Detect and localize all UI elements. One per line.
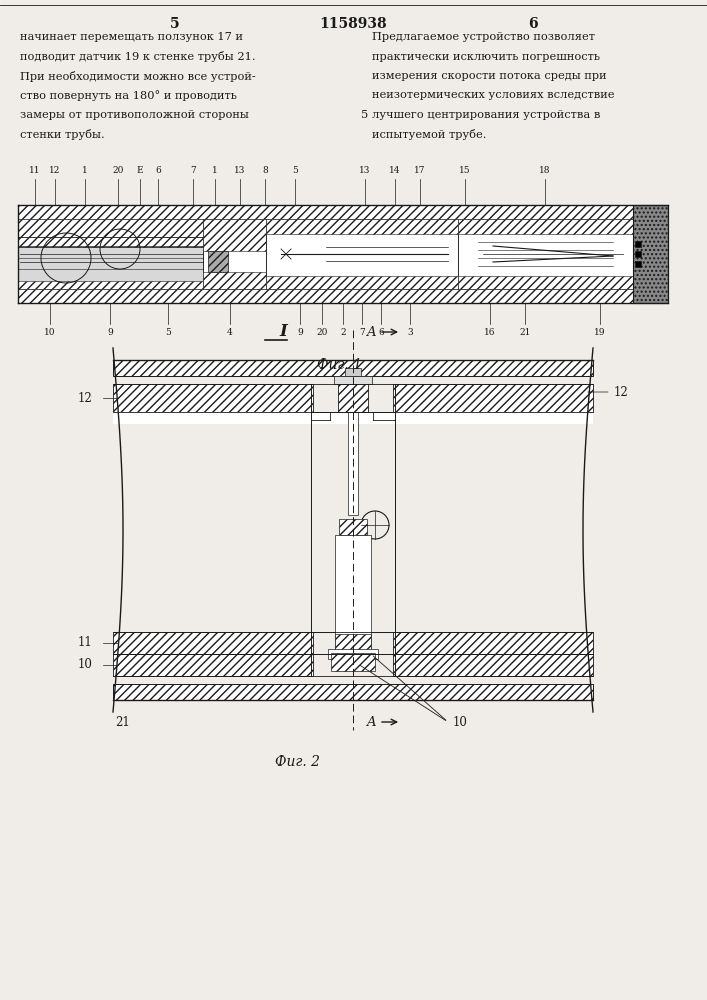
Bar: [203, 219, 266, 250]
Bar: [266, 219, 458, 234]
Text: 7: 7: [359, 328, 365, 337]
Bar: [18, 205, 668, 219]
Bar: [331, 653, 375, 671]
Bar: [458, 276, 633, 289]
Text: 10: 10: [453, 716, 468, 728]
Text: Фиг. 1: Фиг. 1: [317, 358, 363, 372]
Bar: [113, 360, 593, 376]
Text: 2: 2: [340, 328, 346, 337]
Text: 13: 13: [359, 166, 370, 175]
Bar: [328, 649, 378, 659]
Text: 4: 4: [227, 328, 233, 337]
Text: A: A: [366, 326, 376, 338]
Bar: [113, 412, 593, 424]
Text: 21: 21: [116, 716, 130, 728]
Text: 11: 11: [78, 637, 93, 650]
Text: 10: 10: [45, 328, 56, 337]
Bar: [635, 251, 641, 257]
Text: 19: 19: [595, 328, 606, 337]
Bar: [339, 519, 367, 535]
Bar: [203, 219, 266, 289]
Text: подводит датчик 19 к стенке трубы 21.: подводит датчик 19 к стенке трубы 21.: [20, 51, 256, 62]
Bar: [635, 241, 641, 247]
Text: 5: 5: [292, 166, 298, 175]
Text: 8: 8: [262, 166, 268, 175]
Text: 18: 18: [539, 166, 551, 175]
Bar: [18, 219, 668, 289]
Text: 14: 14: [390, 166, 401, 175]
Text: При необходимости можно все устрой-: При необходимости можно все устрой-: [20, 71, 256, 82]
Text: 12: 12: [588, 385, 629, 398]
Bar: [348, 412, 358, 515]
Text: I: I: [279, 324, 287, 340]
Bar: [345, 368, 361, 376]
Bar: [334, 376, 372, 384]
Bar: [208, 250, 228, 271]
Bar: [338, 384, 368, 412]
Text: 20: 20: [316, 328, 327, 337]
Bar: [113, 632, 313, 654]
Text: 11: 11: [29, 166, 41, 175]
Text: ство повернуть на 180° и проводить: ство повернуть на 180° и проводить: [20, 91, 237, 101]
Bar: [635, 261, 641, 267]
Bar: [18, 219, 203, 289]
Text: Предлагаемое устройство позволяет: Предлагаемое устройство позволяет: [372, 32, 595, 42]
Bar: [633, 205, 668, 303]
Text: 10: 10: [78, 658, 93, 672]
Bar: [266, 219, 458, 289]
Text: 15: 15: [459, 166, 471, 175]
Bar: [458, 219, 633, 234]
Text: практически исключить погрешность: практически исключить погрешность: [372, 51, 600, 62]
Bar: [393, 632, 593, 654]
Text: 5: 5: [165, 328, 171, 337]
Bar: [113, 654, 313, 676]
Text: 6: 6: [528, 17, 538, 31]
Text: 13: 13: [234, 166, 246, 175]
Bar: [335, 634, 371, 654]
Bar: [393, 654, 593, 676]
Text: 3: 3: [407, 328, 413, 337]
Text: 21: 21: [520, 328, 531, 337]
Text: E: E: [136, 166, 144, 175]
Text: 9: 9: [297, 328, 303, 337]
Text: 12: 12: [49, 166, 61, 175]
Bar: [18, 289, 668, 303]
Text: лучшего центрирования устройства в: лучшего центрирования устройства в: [372, 110, 600, 120]
Text: 5: 5: [361, 110, 368, 120]
Text: 17: 17: [414, 166, 426, 175]
Text: 1: 1: [212, 166, 218, 175]
Text: 16: 16: [484, 328, 496, 337]
Text: неизотермических условиях вследствие: неизотермических условиях вследствие: [372, 91, 614, 101]
Text: A: A: [366, 716, 376, 728]
Text: 1158938: 1158938: [319, 17, 387, 31]
Text: стенки трубы.: стенки трубы.: [20, 129, 105, 140]
Bar: [335, 535, 371, 654]
Text: 5: 5: [170, 17, 180, 31]
Text: 20: 20: [112, 166, 124, 175]
Bar: [18, 219, 203, 236]
Bar: [393, 384, 593, 412]
Text: измерения скорости потока среды при: измерения скорости потока среды при: [372, 71, 607, 81]
Bar: [266, 276, 458, 289]
Text: испытуемой трубе.: испытуемой трубе.: [372, 129, 486, 140]
Text: Фиг. 2: Фиг. 2: [276, 755, 320, 769]
Bar: [18, 236, 203, 247]
Text: 12: 12: [78, 391, 93, 404]
Bar: [113, 384, 313, 412]
Text: замеры от противоположной стороны: замеры от противоположной стороны: [20, 110, 249, 120]
Bar: [203, 271, 266, 289]
Text: 7: 7: [190, 166, 196, 175]
Text: 9: 9: [107, 328, 113, 337]
Text: 6: 6: [378, 328, 384, 337]
Text: 1: 1: [82, 166, 88, 175]
Bar: [458, 219, 633, 289]
Bar: [18, 281, 203, 289]
Text: начинает перемещать ползунок 17 и: начинает перемещать ползунок 17 и: [20, 32, 243, 42]
Bar: [113, 684, 593, 700]
Text: 6: 6: [155, 166, 161, 175]
